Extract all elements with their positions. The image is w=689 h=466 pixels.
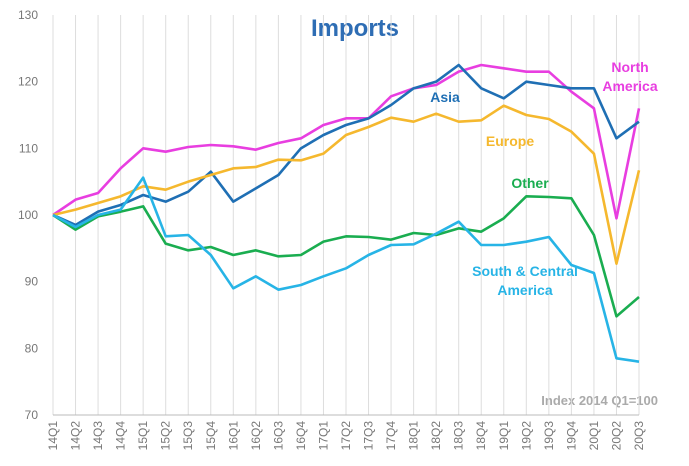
chart-title: Imports	[311, 15, 399, 42]
x-tick-label: 19Q4	[564, 421, 578, 451]
x-tick-label: 18Q3	[452, 421, 466, 451]
series-label: North America	[602, 59, 658, 94]
x-tick-label: 18Q1	[407, 421, 421, 451]
series-label: South & Central America	[472, 263, 578, 298]
x-tick-label: 16Q2	[249, 421, 263, 451]
y-tick-label: 130	[18, 8, 38, 22]
x-tick-label: 15Q1	[136, 421, 150, 451]
line-series	[52, 63, 641, 220]
line-series	[52, 195, 640, 318]
series-label: Asia	[430, 89, 460, 105]
line-series	[52, 104, 641, 265]
x-tick-label: 20Q2	[609, 421, 623, 451]
x-tick-label: 17Q3	[362, 421, 376, 451]
x-tick-label: 16Q4	[294, 421, 308, 451]
line-series	[52, 176, 640, 363]
x-tick-label: 14Q2	[69, 421, 83, 451]
x-tick-label: 17Q4	[384, 421, 398, 451]
y-tick-label: 110	[19, 141, 38, 155]
y-tick-label: 90	[25, 275, 39, 289]
x-tick-label: 19Q1	[497, 421, 511, 451]
x-tick-label: 15Q4	[204, 421, 218, 451]
grid	[52, 15, 640, 415]
y-tick-label: 70	[25, 408, 39, 422]
x-tick-label: 16Q3	[271, 421, 285, 451]
x-tick-label: 19Q2	[519, 421, 533, 451]
annotation: Index 2014 Q1=100	[541, 393, 658, 408]
y-tick-label: 80	[25, 341, 39, 355]
x-tick-label: 15Q2	[159, 421, 173, 451]
x-tick-label: 14Q4	[114, 421, 128, 451]
series-label: Europe	[485, 133, 535, 149]
y-tick-label: 120	[18, 75, 38, 89]
x-tick-label: 15Q3	[181, 421, 195, 451]
x-tick-label: 16Q1	[226, 421, 240, 451]
x-tick-label: 18Q4	[474, 421, 488, 451]
x-tick-label: 20Q3	[632, 421, 646, 451]
x-tick-label: 18Q2	[429, 421, 443, 451]
x-tick-label: 17Q2	[339, 421, 353, 451]
x-tick-label: 14Q1	[46, 421, 60, 451]
x-tick-label: 20Q1	[587, 421, 601, 451]
x-tick-label: 19Q3	[542, 421, 556, 451]
x-tick-label: 14Q3	[91, 421, 105, 451]
series-label: Other	[511, 175, 549, 191]
y-tick-label: 100	[18, 208, 38, 222]
x-tick-label: 17Q1	[316, 421, 330, 451]
